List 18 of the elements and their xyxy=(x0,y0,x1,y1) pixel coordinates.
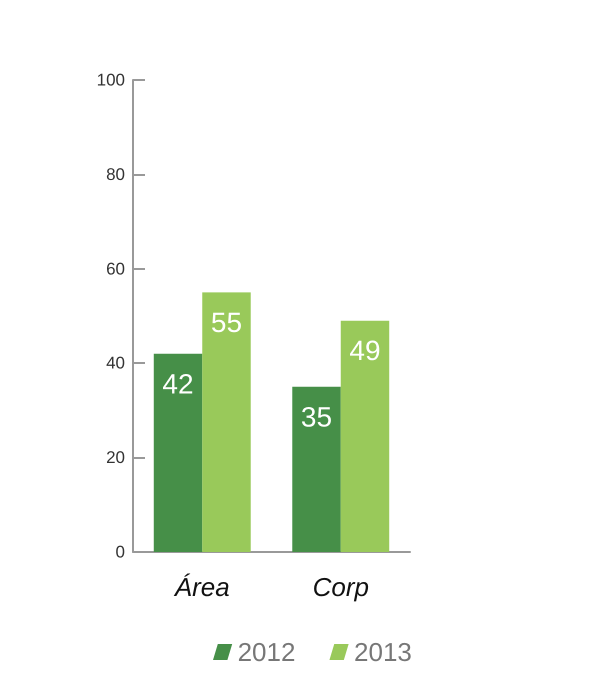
bar xyxy=(292,386,341,552)
y-tick-label: 80 xyxy=(106,164,125,184)
y-tick-label: 20 xyxy=(106,448,125,468)
y-tick-label: 40 xyxy=(106,354,125,373)
x-tick-label: Área xyxy=(172,572,230,602)
bar xyxy=(202,292,251,552)
data-label: 55 xyxy=(210,306,242,338)
y-tick-label: 60 xyxy=(106,259,125,278)
bar xyxy=(154,354,202,552)
bar xyxy=(340,320,390,552)
x-tick-label: Corp xyxy=(312,572,369,602)
y-tick-label: 100 xyxy=(96,70,125,90)
legend-label: 2013 xyxy=(354,637,412,667)
legend-label: 2012 xyxy=(238,637,296,667)
y-tick-label: 0 xyxy=(116,542,125,562)
data-label: 49 xyxy=(349,335,381,366)
data-label: 35 xyxy=(300,401,332,432)
data-label: 42 xyxy=(162,368,194,400)
